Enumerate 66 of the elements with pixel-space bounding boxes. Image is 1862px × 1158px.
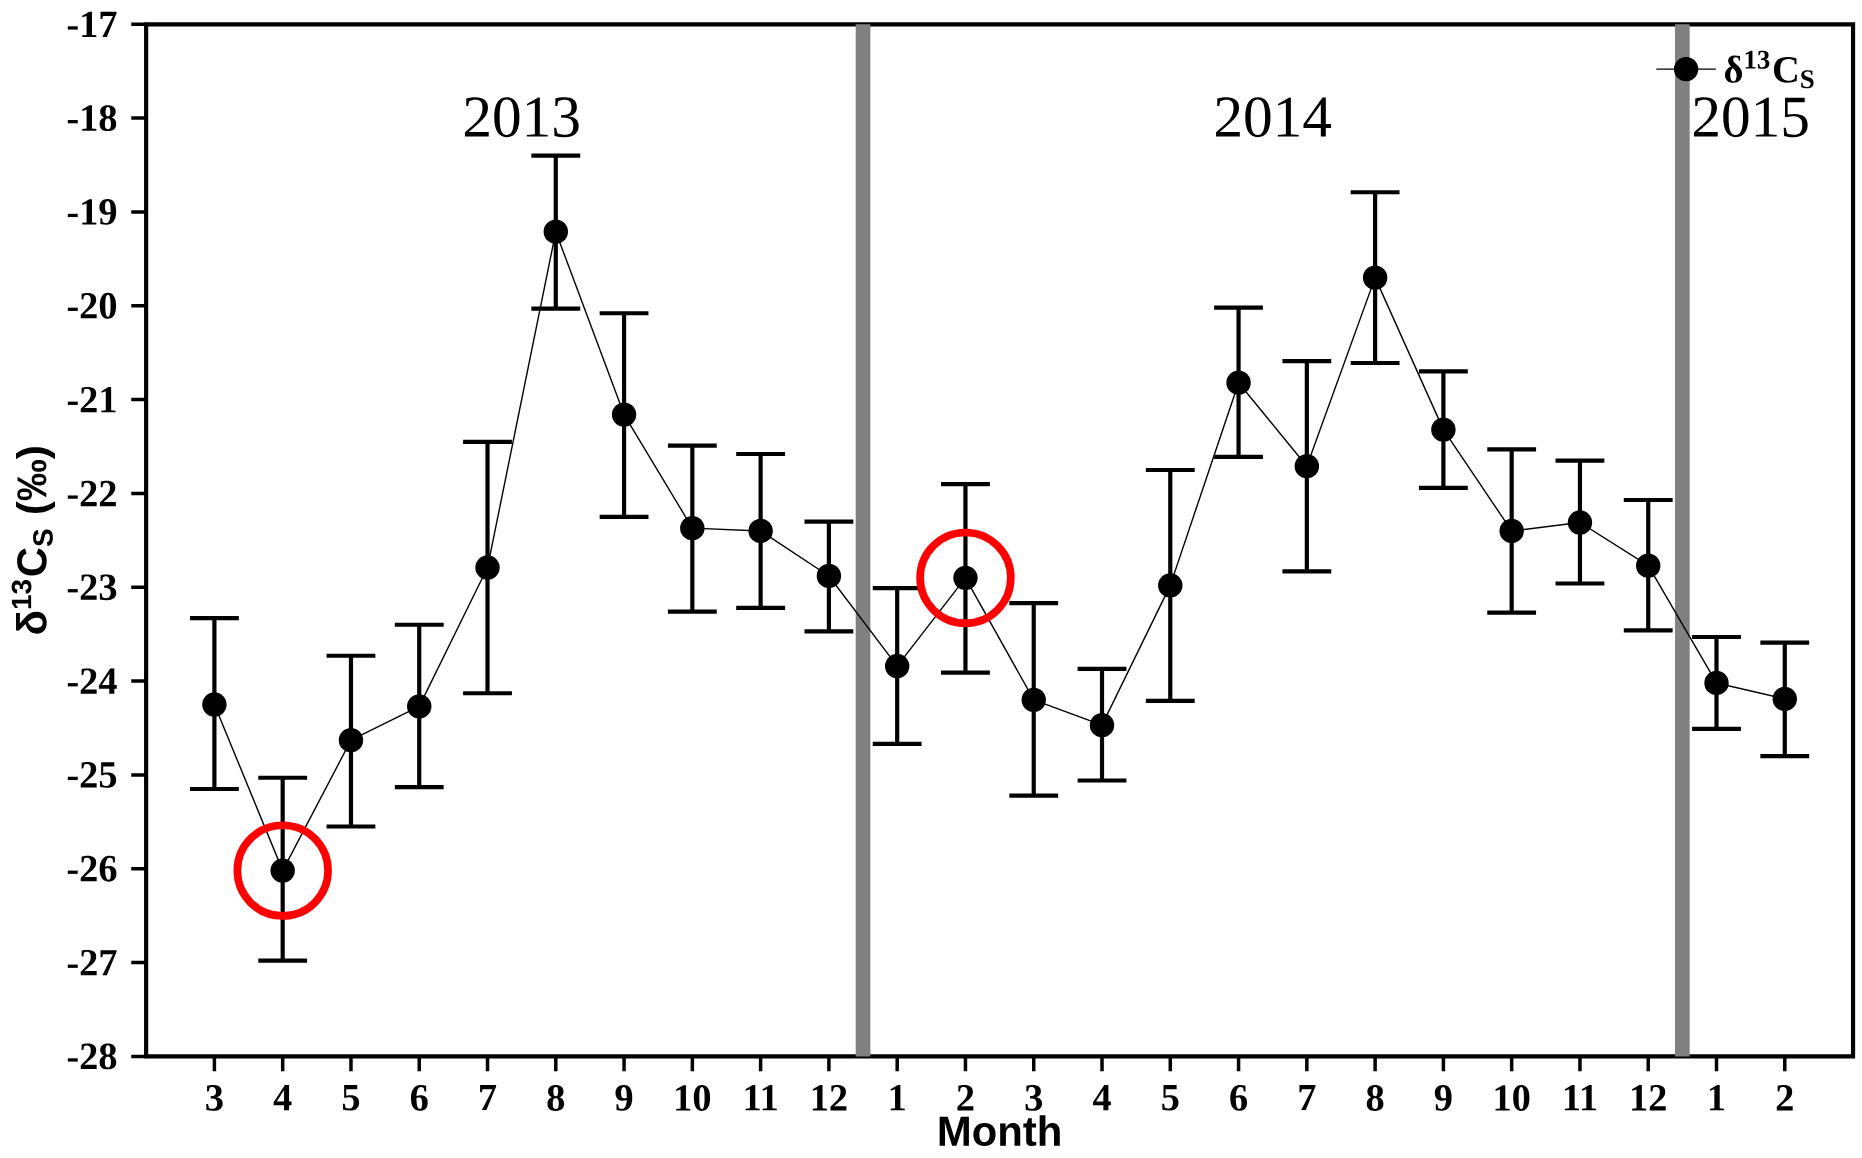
- x-tick-label: 5: [342, 1085, 360, 1111]
- x-tick-label: 3: [206, 1085, 223, 1111]
- x-tick-label: 12: [812, 1085, 847, 1111]
- x-tick-label: 8: [547, 1085, 565, 1112]
- y-tick-label: -19: [67, 199, 117, 226]
- annotation: 2013: [464, 97, 579, 138]
- point: [1431, 417, 1456, 442]
- y-tick-label: -23: [67, 574, 117, 601]
- y-tick-label: -24: [67, 668, 117, 694]
- y-tick-label: -27: [67, 950, 117, 976]
- x-tick-label: 9: [615, 1085, 633, 1111]
- x-tick-label: 5: [1162, 1085, 1179, 1111]
- x-tick-label: 10: [676, 1085, 711, 1112]
- y-tick-label: -20: [67, 293, 117, 319]
- y-tick-label: -18: [67, 105, 117, 132]
- x-tick-label: 4: [273, 1085, 292, 1111]
- x-tick-label: 2: [1776, 1085, 1793, 1111]
- x-tick-label: 11: [745, 1085, 777, 1111]
- y-axis-title: δ$^{13}$C$_{S}$ (‰): [11, 447, 56, 634]
- point: [1158, 573, 1183, 598]
- x-tick-label: 1: [890, 1085, 905, 1111]
- x-tick-label: 7: [480, 1085, 497, 1111]
- point: [202, 692, 227, 717]
- point: [1772, 686, 1797, 712]
- point: [1021, 687, 1046, 713]
- x-tick-label: 9: [1434, 1085, 1452, 1111]
- y-tick-label: -22: [67, 480, 116, 507]
- x-tick-label: 2: [957, 1085, 974, 1111]
- y-tick-label: -26: [67, 856, 117, 882]
- point: [748, 518, 773, 544]
- x-tick-label: 4: [1092, 1085, 1111, 1111]
- point: [1567, 510, 1593, 535]
- point: [816, 563, 842, 589]
- point: [543, 219, 568, 245]
- point: [1089, 713, 1115, 738]
- point: [680, 516, 705, 541]
- point: [611, 402, 637, 427]
- point: [1704, 670, 1729, 696]
- x-tick-label: 12: [1632, 1085, 1666, 1111]
- point: [1499, 518, 1524, 544]
- point: [1636, 553, 1661, 579]
- point: [1294, 454, 1320, 479]
- x-tick-label: 6: [410, 1085, 428, 1111]
- x-tick-label: 6: [1230, 1085, 1248, 1111]
- x-axis-title: Month: [939, 1115, 1060, 1147]
- x-tick-label: 7: [1299, 1085, 1316, 1111]
- y-tick-label: -21: [67, 387, 116, 413]
- legend-label: δ$^{13}$C$_{S}$: [1724, 50, 1814, 89]
- x-tick-label: 1: [1709, 1085, 1725, 1111]
- point: [233, 821, 332, 920]
- point: [407, 694, 432, 719]
- y-tick-label: -28: [67, 1043, 117, 1070]
- x-tick-label: 3: [1025, 1085, 1043, 1111]
- annotation: 2015: [1693, 97, 1808, 138]
- y-tick-label: -25: [67, 762, 117, 788]
- y-tick-label: -17: [67, 11, 117, 38]
- point: [338, 728, 364, 753]
- annotation: 2014: [1216, 97, 1332, 138]
- x-tick-label: 10: [1495, 1085, 1530, 1112]
- x-tick-label: 11: [1564, 1085, 1597, 1111]
- point: [1362, 265, 1388, 290]
- point: [916, 528, 1015, 628]
- point: [475, 555, 500, 580]
- point: [884, 654, 910, 679]
- point: [1226, 370, 1251, 396]
- x-tick-label: 8: [1366, 1085, 1384, 1112]
